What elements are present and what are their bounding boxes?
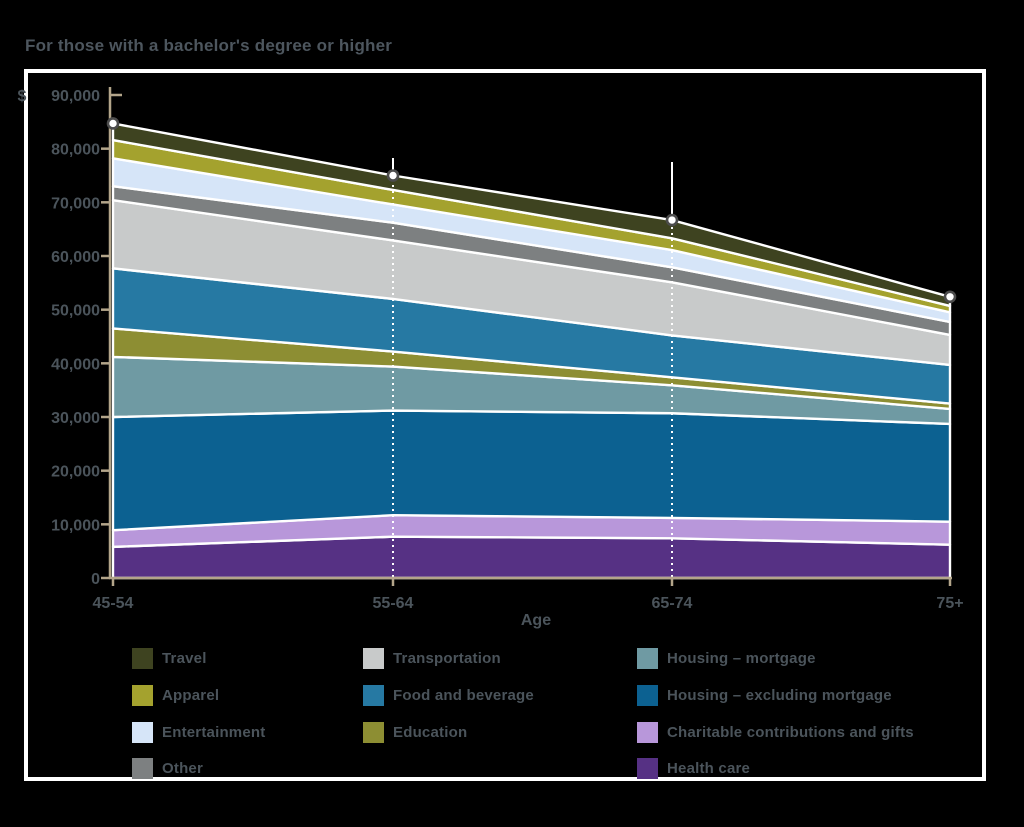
chart-frame bbox=[24, 69, 986, 781]
area-band-travel bbox=[111, 122, 952, 308]
x-axis-title: Age bbox=[521, 612, 551, 629]
y-tick-label: 80,000 bbox=[51, 142, 100, 159]
y-tick-label: 0 bbox=[91, 571, 100, 588]
data-point-marker bbox=[106, 117, 120, 130]
y-axis-unit: $ bbox=[18, 88, 27, 105]
y-tick-label: 90,000 bbox=[51, 88, 100, 105]
y-tick-label: 70,000 bbox=[51, 195, 100, 212]
x-tick-label: 55-64 bbox=[373, 595, 414, 612]
y-tick-label: 20,000 bbox=[51, 464, 100, 481]
x-tick-label: 45-54 bbox=[93, 595, 134, 612]
y-tick-label: 40,000 bbox=[51, 356, 100, 373]
data-point-marker bbox=[386, 169, 400, 182]
chart-title: For those with a bachelor's degree or hi… bbox=[25, 36, 393, 55]
data-point-marker bbox=[665, 213, 679, 227]
y-tick-label: 50,000 bbox=[51, 303, 100, 320]
y-tick-label: 10,000 bbox=[51, 517, 100, 534]
area-band-housing-excluding-mortgage bbox=[111, 409, 952, 532]
y-tick-label: 30,000 bbox=[51, 410, 100, 427]
y-tick-label: 60,000 bbox=[51, 249, 100, 266]
data-point-marker bbox=[943, 290, 957, 304]
x-tick-label: 65-74 bbox=[652, 595, 693, 612]
x-tick-label: 75+ bbox=[936, 595, 963, 612]
